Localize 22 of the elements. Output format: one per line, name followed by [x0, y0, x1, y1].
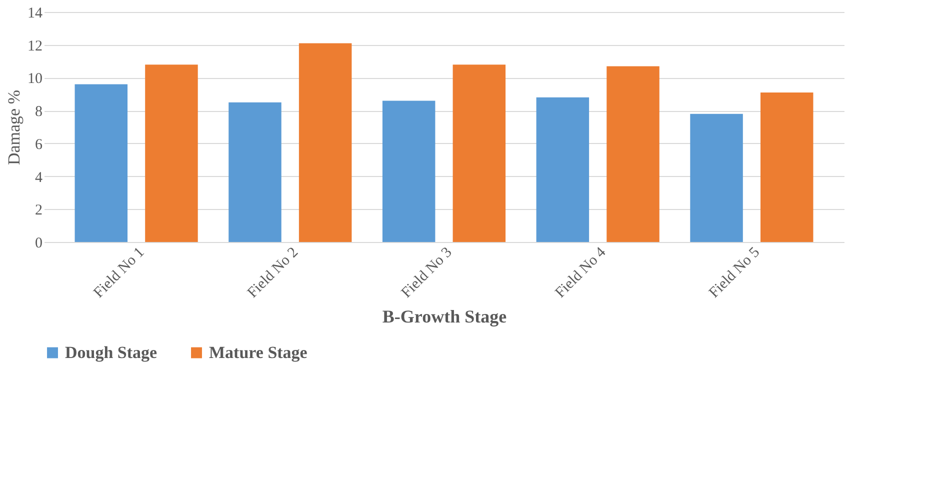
x-axis-title: B-Growth Stage: [382, 306, 507, 326]
y-tick-label: 8: [35, 104, 42, 120]
bar: [690, 114, 743, 242]
bar: [452, 64, 506, 242]
bar: [536, 97, 590, 242]
y-tick-label: 12: [28, 38, 42, 54]
bar: [74, 84, 128, 242]
y-tick-label: 0: [35, 236, 42, 252]
legend-label: Mature Stage: [209, 342, 308, 362]
legend-label: Dough Stage: [65, 342, 158, 362]
y-tick-label: 4: [35, 170, 43, 186]
y-tick-label: 14: [28, 6, 43, 22]
bar: [760, 92, 814, 242]
bar: [298, 43, 352, 242]
y-tick-label: 10: [28, 71, 42, 88]
y-tick-label: 6: [35, 136, 43, 153]
y-tick-label: 2: [35, 202, 42, 219]
bar: [382, 100, 436, 242]
bar: [228, 102, 282, 242]
bar: [606, 66, 660, 242]
bar: [145, 64, 198, 242]
y-axis-title: Damage %: [4, 90, 24, 166]
